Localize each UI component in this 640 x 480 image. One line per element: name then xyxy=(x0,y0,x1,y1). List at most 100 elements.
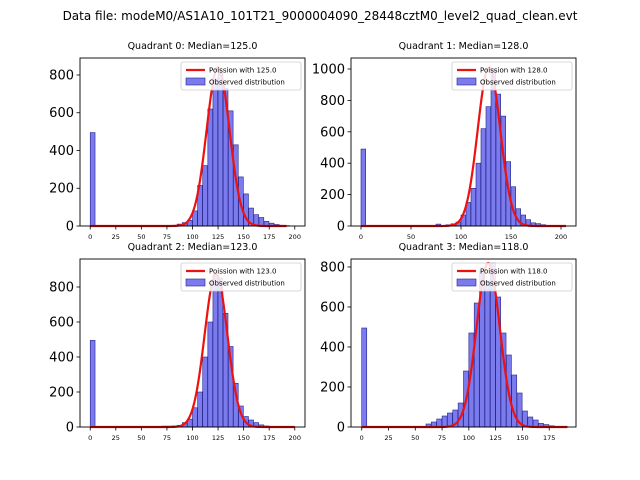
y-axis: 0 200 400 600 800 xyxy=(320,261,351,436)
histogram-bar xyxy=(89,340,96,428)
legend: Poission with 125.0 Observed distribution xyxy=(180,61,302,91)
legend-bars-swatch xyxy=(456,278,477,287)
x-tick-label: 75 xyxy=(438,434,446,442)
histogram-bar xyxy=(360,148,366,227)
x-tick-label: 175 xyxy=(263,233,275,241)
y-tick-label: 800 xyxy=(320,94,345,109)
x-tick-label: 175 xyxy=(263,434,275,442)
x-tick-label: 75 xyxy=(163,434,171,442)
histogram-bar xyxy=(89,132,96,227)
histogram-bar xyxy=(217,72,224,227)
legend-bars-label: Observed distribution xyxy=(480,79,556,87)
x-tick-label: 100 xyxy=(463,434,475,442)
x-tick-label: 150 xyxy=(237,233,249,241)
x-axis: 0 50 100 150 200 xyxy=(359,226,567,241)
legend-box xyxy=(451,262,573,292)
histogram-bar xyxy=(212,78,219,227)
y-tick-label: 0 xyxy=(337,421,345,436)
x-axis: 0 25 50 75 100 125 150 175 200 xyxy=(88,226,301,241)
legend-curve-label: Poission with 118.0 xyxy=(480,268,548,276)
x-tick-label: 200 xyxy=(289,434,301,442)
legend-bars-swatch xyxy=(456,77,477,86)
legend-curve-label: Poission with 123.0 xyxy=(209,268,277,276)
legend-box xyxy=(180,262,302,292)
histogram-bar xyxy=(484,280,491,428)
x-tick-label: 150 xyxy=(516,434,528,442)
histogram-bar xyxy=(207,108,213,227)
x-tick-label: 25 xyxy=(384,434,392,442)
y-axis: 0 200 400 600 800 xyxy=(49,281,80,436)
y-tick-label: 800 xyxy=(49,281,74,296)
figure-title: Data file: modeM0/AS1A10_101T21_90000040… xyxy=(63,9,578,23)
histogram-bar xyxy=(197,391,203,428)
x-tick-label: 50 xyxy=(137,233,145,241)
x-tick-label: 50 xyxy=(411,434,419,442)
x-tick-label: 100 xyxy=(186,434,198,442)
subplot-quadrant-0: Quadrant 0: Median=125.0 0 25 50 75 100 125 150… xyxy=(49,41,306,241)
histogram-bars xyxy=(89,274,285,428)
legend-bars-swatch xyxy=(185,77,206,86)
x-tick-label: 0 xyxy=(360,434,364,442)
x-tick-label: 25 xyxy=(112,434,120,442)
x-tick-label: 100 xyxy=(455,233,467,241)
axes-frame xyxy=(350,57,577,227)
legend-bars-label: Observed distribution xyxy=(209,280,285,288)
histogram-bar xyxy=(475,162,481,227)
x-tick-label: 50 xyxy=(407,233,415,241)
y-axis: 0 200 400 600 800 xyxy=(49,68,80,235)
y-tick-label: 1000 xyxy=(312,62,345,77)
legend-curve-label: Poission with 128.0 xyxy=(480,67,548,75)
legend-bars-swatch xyxy=(185,278,206,287)
poisson-curve xyxy=(90,272,295,429)
y-tick-label: 800 xyxy=(320,261,345,276)
histogram-bars xyxy=(89,72,290,227)
legend: Poission with 123.0 Observed distribution xyxy=(180,262,302,292)
histogram-bar xyxy=(480,128,486,227)
subplot-quadrant-2: Quadrant 2: Median=123.0 0 25 50 75 100 125 150… xyxy=(49,242,306,442)
x-tick-label: 125 xyxy=(212,434,224,442)
histogram-bar xyxy=(485,106,491,227)
y-tick-label: 600 xyxy=(320,301,345,316)
y-tick-label: 200 xyxy=(49,386,74,401)
histogram-bar xyxy=(361,327,368,428)
y-tick-label: 600 xyxy=(49,106,74,121)
x-tick-label: 200 xyxy=(555,233,567,241)
x-tick-label: 125 xyxy=(212,233,224,241)
histogram-bar xyxy=(192,407,198,428)
x-tick-label: 0 xyxy=(88,233,92,241)
subplot-title: Quadrant 0: Median=125.0 xyxy=(128,41,258,52)
x-tick-label: 100 xyxy=(186,233,198,241)
histogram-bar xyxy=(212,274,219,428)
subplot-quadrant-3: Quadrant 3: Median=118.0 0 25 50 75 100 125 150… xyxy=(320,242,577,442)
legend-bars-label: Observed distribution xyxy=(480,280,556,288)
y-tick-label: 400 xyxy=(320,341,345,356)
subplot-quadrant-1: Quadrant 1: Median=128.0 0 50 100 150 200 0 200… xyxy=(312,41,577,241)
x-tick-label: 150 xyxy=(505,233,517,241)
y-tick-label: 200 xyxy=(49,182,74,197)
histogram-bars xyxy=(360,68,561,227)
y-axis: 0 200 400 600 800 1000 xyxy=(312,62,351,235)
subplot-grid: Quadrant 0: Median=125.0 0 25 50 75 100 125 150… xyxy=(49,41,577,442)
x-axis: 0 25 50 75 100 125 150 175 xyxy=(360,427,555,442)
legend: Poission with 128.0 Observed distribution xyxy=(451,61,573,91)
x-axis: 0 25 50 75 100 125 150 175 200 xyxy=(88,427,301,442)
y-tick-label: 200 xyxy=(320,188,345,203)
x-tick-label: 25 xyxy=(112,233,120,241)
x-tick-label: 200 xyxy=(289,233,301,241)
legend-box xyxy=(180,61,302,91)
y-tick-label: 200 xyxy=(320,381,345,396)
subplot-title: Quadrant 3: Median=118.0 xyxy=(399,242,529,253)
x-tick-label: 75 xyxy=(163,233,171,241)
y-tick-label: 0 xyxy=(66,220,74,235)
y-tick-label: 0 xyxy=(337,220,345,235)
y-tick-label: 800 xyxy=(49,68,74,83)
y-tick-label: 400 xyxy=(49,351,74,366)
histogram-bar xyxy=(207,321,213,428)
y-tick-label: 0 xyxy=(66,421,74,436)
legend-bars-label: Observed distribution xyxy=(209,79,285,87)
x-tick-label: 0 xyxy=(88,434,92,442)
x-tick-label: 125 xyxy=(489,434,501,442)
y-tick-label: 600 xyxy=(320,125,345,140)
subplot-title: Quadrant 2: Median=123.0 xyxy=(128,242,258,253)
